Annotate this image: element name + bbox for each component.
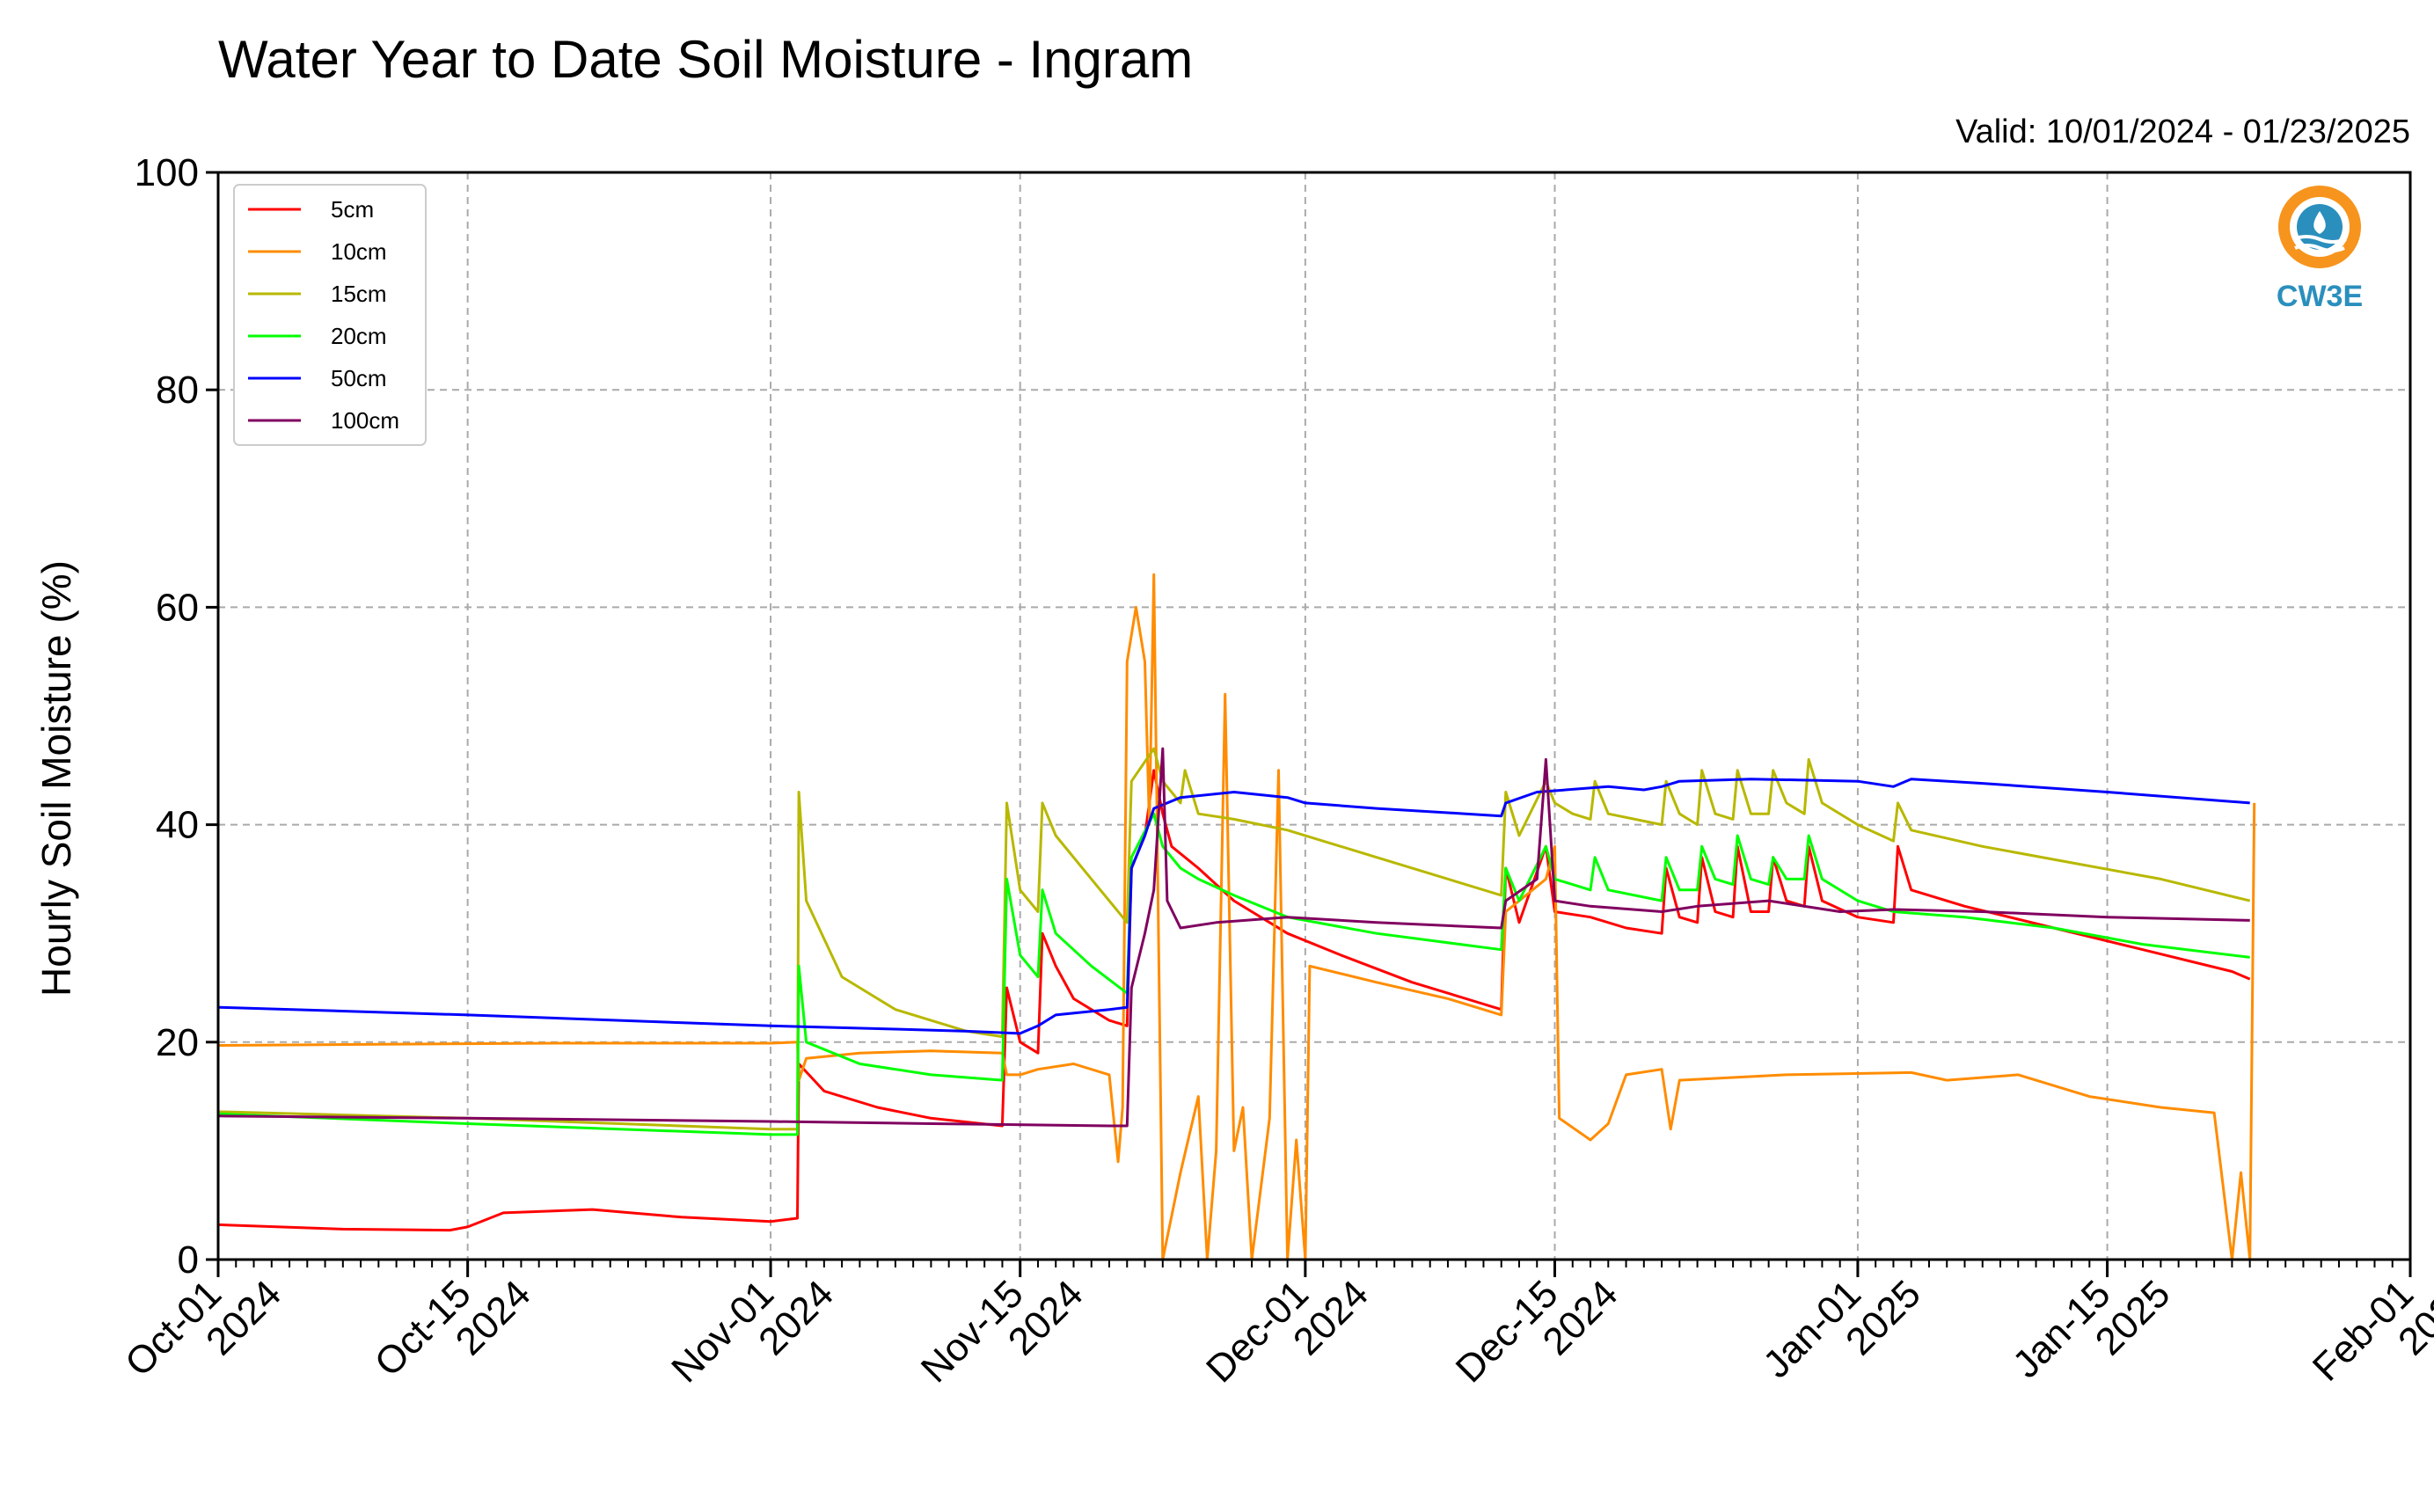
cw3e-logo: CW3E <box>2277 186 2363 313</box>
x-tick-label: Nov-012024 <box>663 1242 842 1421</box>
y-tick-label: 100 <box>135 151 199 194</box>
series-line-50cm <box>217 778 2250 1035</box>
logo-text: CW3E <box>2277 280 2363 313</box>
x-tick-label: Jan-152025 <box>2005 1242 2179 1416</box>
y-tick-label: 60 <box>156 586 199 629</box>
legend-box <box>233 184 427 446</box>
ticks: 0 20 40 60 80 100 Oct-012024 Oct-152024 Nov-0120… <box>117 151 2434 1421</box>
x-tick-label: Feb-012025 <box>2305 1242 2434 1419</box>
series-layer <box>217 573 2256 1261</box>
series-line-100cm <box>217 747 2250 1128</box>
y-tick-label: 20 <box>156 1021 199 1064</box>
y-axis-label: Hourly Soil Moisture (%) <box>33 560 79 997</box>
series-line-15cm <box>217 747 2251 1131</box>
x-tick-label: Oct-152024 <box>367 1242 539 1414</box>
legend-label: 5cm <box>331 196 374 223</box>
legend-label: 15cm <box>331 281 387 307</box>
legend-label: 50cm <box>331 365 387 391</box>
chart-subtitle: Valid: 10/01/2024 - 01/23/2025 <box>1955 113 2410 150</box>
x-tick-label: Nov-152024 <box>913 1242 1092 1421</box>
y-tick-label: 40 <box>156 804 199 847</box>
series-line-20cm <box>217 812 2250 1136</box>
series-line-5cm <box>217 769 2251 1232</box>
x-tick-label: Jan-012025 <box>1755 1242 1929 1416</box>
legend-label: 20cm <box>331 323 387 349</box>
chart-title: Water Year to Date Soil Moisture - Ingra… <box>218 30 1193 89</box>
x-tick-label: Dec-012024 <box>1198 1242 1377 1421</box>
x-tick-label: Dec-152024 <box>1448 1242 1626 1421</box>
legend-label: 100cm <box>331 407 399 434</box>
y-tick-label: 80 <box>156 369 199 412</box>
legend: 5cm 10cm 15cm 20cm 50cm 100cm <box>233 184 427 446</box>
plot-frame <box>216 171 2412 1261</box>
x-tick-label: Oct-012024 <box>117 1242 289 1414</box>
legend-label: 10cm <box>331 238 387 265</box>
grid <box>218 172 2410 1260</box>
y-tick-label: 0 <box>178 1238 199 1282</box>
